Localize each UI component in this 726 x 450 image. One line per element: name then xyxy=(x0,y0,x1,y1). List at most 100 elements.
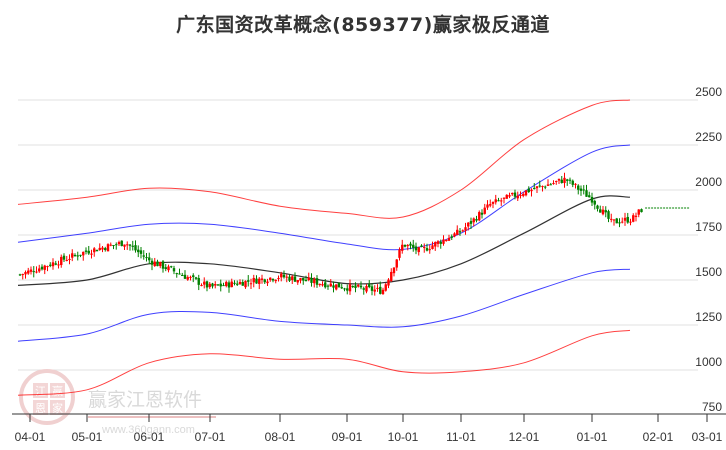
candle-up xyxy=(357,284,360,287)
candle-up xyxy=(68,258,71,260)
candle-down xyxy=(145,257,148,259)
candle-down xyxy=(211,283,214,287)
candle-down xyxy=(164,267,167,270)
candle-up xyxy=(541,186,544,188)
watermark-url: www.360gann.com xyxy=(101,424,195,436)
y-tick-label: 2000 xyxy=(695,175,722,189)
candle-down xyxy=(458,231,462,233)
y-tick-label: 1250 xyxy=(695,310,722,324)
candle-down xyxy=(615,218,618,224)
candle-up xyxy=(381,289,385,295)
candle-down xyxy=(618,222,621,224)
candle-up xyxy=(524,190,528,196)
candle-up xyxy=(186,277,189,280)
candle-down xyxy=(156,261,159,267)
candle-down xyxy=(414,246,418,251)
candle-down xyxy=(79,254,82,256)
candle-up xyxy=(90,253,93,255)
candle-down xyxy=(568,179,572,181)
candle-down xyxy=(588,195,591,198)
candle-up xyxy=(244,280,247,288)
candle-down xyxy=(577,185,580,190)
candle-down xyxy=(178,273,181,275)
candle-up xyxy=(387,279,390,286)
candle-up xyxy=(398,249,401,258)
candle-up xyxy=(431,245,434,250)
candle-down xyxy=(87,250,90,254)
candle-down xyxy=(368,284,371,288)
x-tick-label: 04-01 xyxy=(15,430,46,444)
seal-char: 赢 xyxy=(52,384,63,398)
x-tick-label: 01-01 xyxy=(577,430,608,444)
candle-up xyxy=(318,283,321,285)
candle-down xyxy=(170,266,173,268)
candle-up xyxy=(436,241,440,244)
candle-down xyxy=(324,282,327,288)
candle-down xyxy=(585,190,588,197)
y-tick-label: 2500 xyxy=(695,85,722,99)
candle-down xyxy=(343,288,346,290)
candle-up xyxy=(456,229,459,235)
candle-down xyxy=(326,285,330,287)
candle-up xyxy=(519,194,522,196)
candle-down xyxy=(590,196,594,203)
outer-upper-band xyxy=(17,99,631,219)
candle-up xyxy=(313,279,316,284)
candle-down xyxy=(527,188,530,193)
candle-up xyxy=(522,193,525,196)
candle-up xyxy=(269,277,272,280)
candle-up xyxy=(634,215,638,217)
candle-down xyxy=(104,248,107,251)
candle-up xyxy=(392,267,396,274)
y-axis: 2500 2250 2000 1750 1500 1250 1000 750 xyxy=(695,85,722,414)
candle-up xyxy=(258,278,261,284)
candle-up xyxy=(574,183,577,185)
candle-down xyxy=(112,244,115,246)
candle-down xyxy=(579,188,583,191)
candle-up xyxy=(208,283,211,288)
candle-down xyxy=(172,268,176,272)
candle-up xyxy=(101,247,104,250)
candle-up xyxy=(373,289,376,292)
candle-up xyxy=(225,281,228,287)
candle-up xyxy=(123,244,126,247)
candle-down xyxy=(469,221,473,224)
candle-down xyxy=(131,245,134,247)
candle-down xyxy=(354,285,357,289)
candle-down xyxy=(513,192,517,197)
candle-up xyxy=(260,278,264,280)
candle-up xyxy=(93,248,96,253)
candle-down xyxy=(194,277,198,279)
candle-up xyxy=(629,221,632,223)
candle-up xyxy=(71,253,74,258)
candle-down xyxy=(84,250,88,252)
candle-up xyxy=(612,219,616,221)
candle-up xyxy=(442,239,445,244)
candle-up xyxy=(38,268,41,272)
candle-down xyxy=(49,264,52,266)
candle-down xyxy=(219,283,222,287)
candle-up xyxy=(252,277,255,283)
candle-up xyxy=(434,242,437,247)
candle-down xyxy=(370,286,374,291)
candle-up xyxy=(555,181,558,183)
candle-down xyxy=(181,275,184,277)
candle-up xyxy=(274,279,277,282)
candle-down xyxy=(571,180,574,185)
y-tick-label: 1000 xyxy=(695,355,722,369)
candle-down xyxy=(604,210,607,213)
candle-down xyxy=(288,276,291,281)
candle-up xyxy=(563,177,566,184)
candle-down xyxy=(142,255,145,257)
candle-down xyxy=(538,185,541,187)
candle-up xyxy=(516,195,519,199)
x-axis: 04-01 05-01 06-01 07-01 08-01 09-01 10-01 11-01… xyxy=(12,413,726,444)
candle-down xyxy=(544,186,547,188)
watermark-brand: 赢家江恩软件 xyxy=(88,389,202,411)
candle-up xyxy=(280,273,283,278)
candle-up xyxy=(489,204,492,206)
candle-up xyxy=(491,201,495,204)
candle-down xyxy=(32,271,35,273)
x-tick-label: 02-01 xyxy=(643,430,674,444)
candle-down xyxy=(439,241,442,244)
